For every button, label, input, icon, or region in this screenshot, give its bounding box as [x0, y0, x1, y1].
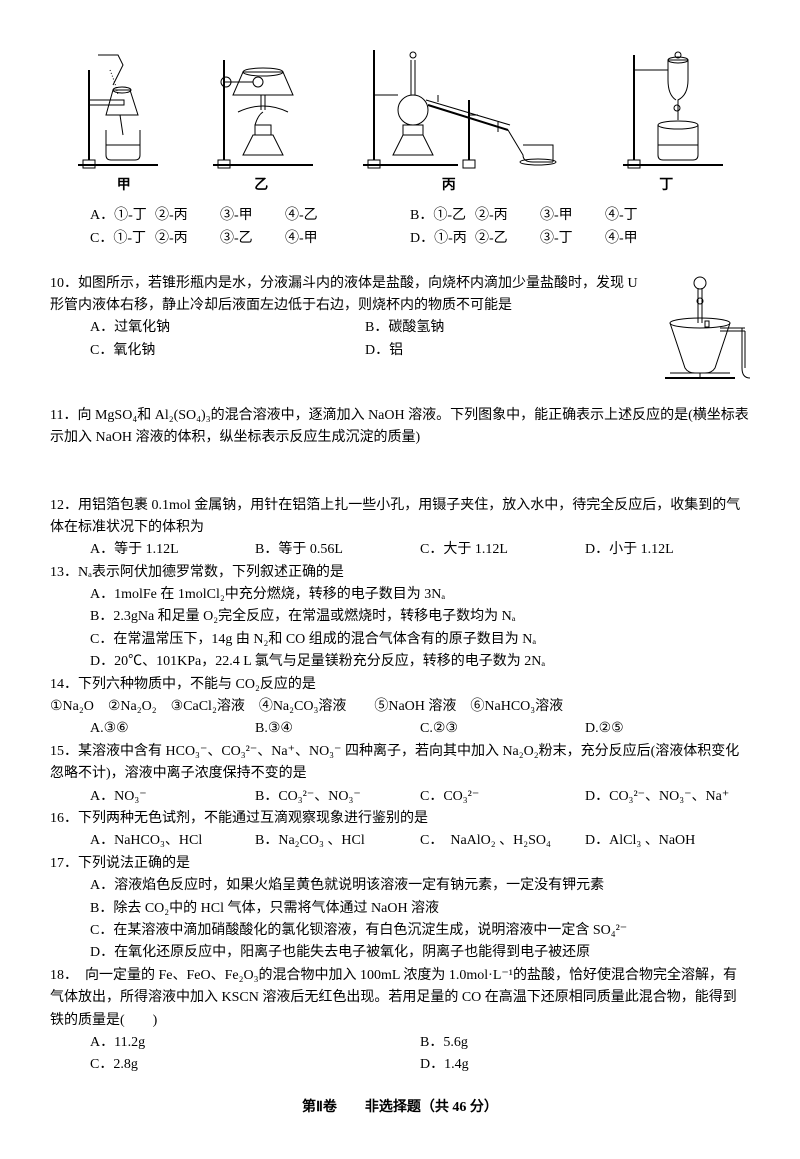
q9-C-3: ③-乙 [220, 228, 285, 250]
q9-D-3: ③-丁 [540, 228, 605, 250]
q17-C: C．在某溶液中滴加硝酸酸化的氯化钡溶液，有白色沉淀生成，说明溶液中一定含 SO₄… [50, 920, 750, 942]
q18-B: B．5.6g [420, 1032, 750, 1054]
q9-row2: C．①-丁 ②-丙 ③-乙 ④-甲 D．①-丙 ②-乙 ③-丁 ④-甲 [50, 228, 750, 250]
q12-C: C．大于 1.12L [420, 539, 585, 561]
q14-options: A.③⑥ B.③④ C.②③ D.②⑤ [50, 718, 750, 740]
q15-A: A．NO₃⁻ [90, 786, 255, 808]
q18-A: A．11.2g [90, 1032, 420, 1054]
q10: 10．如图所示，若锥形瓶内是水，分液漏斗内的液体是盐酸，向烧杯内滴加少量盐酸时，… [50, 273, 750, 383]
q18-D: D．1.4g [420, 1054, 750, 1076]
q18-row1: A．11.2g B．5.6g [50, 1032, 750, 1054]
q18-row2: C．2.8g D．1.4g [50, 1054, 750, 1076]
apparatus-ding [613, 40, 733, 170]
apparatus-figures [50, 40, 750, 170]
q10-A: A．过氧化钠 [90, 317, 365, 339]
q12-B: B．等于 0.56L [255, 539, 420, 561]
label-yi: 乙 [186, 175, 336, 197]
q9-A-4: ④-乙 [285, 205, 350, 227]
label-bing: 丙 [374, 175, 524, 197]
q13-text: 13．Nₐ表示阿伏加德罗常数，下列叙述正确的是 [50, 562, 750, 584]
q9-A-2: ②-丙 [155, 205, 220, 227]
q14-B: B.③④ [255, 718, 420, 740]
label-jia: 甲 [49, 175, 199, 197]
q9-D-4: ④-甲 [605, 228, 670, 250]
label-ding: 丁 [591, 175, 741, 197]
q9-C-2: ②-丙 [155, 228, 220, 250]
q15-text: 15．某溶液中含有 HCO₃⁻、CO₃²⁻、Na⁺、NO₃⁻ 四种离子，若向其中… [50, 741, 750, 786]
q10-text: 10．如图所示，若锥形瓶内是水，分液漏斗内的液体是盐酸，向烧杯内滴加少量盐酸时，… [50, 273, 640, 318]
q15-C: C．CO₃²⁻ [420, 786, 585, 808]
apparatus-yi [203, 40, 323, 170]
q18-C: C．2.8g [90, 1054, 420, 1076]
q9-B-3: ③-甲 [540, 205, 605, 227]
q16-options: A．NaHCO₃、HCl B．Na₂CO₃ 、HCl C． NaAlO₂ 、H₂… [50, 830, 750, 852]
q9-C-1: C．①-丁 [90, 228, 155, 250]
q11-text: 11．向 MgSO₄和 Al₂(SO₄)₃的混合溶液中，逐滴加入 NaOH 溶液… [50, 405, 750, 450]
q16-C: C． NaAlO₂ 、H₂SO₄ [420, 830, 585, 852]
q9-row1: A．①-丁 ②-丙 ③-甲 ④-乙 B．①-乙 ②-丙 ③-甲 ④-丁 [50, 205, 750, 227]
q17-D: D．在氧化还原反应中，阳离子也能失去电子被氧化，阴离子也能得到电子被还原 [50, 942, 750, 964]
apparatus-label-row: 甲 乙 丙 丁 [50, 175, 750, 197]
q9-D-2: ②-乙 [475, 228, 540, 250]
section2-title: 第Ⅱ卷 非选择题（共 46 分） [50, 1097, 750, 1119]
q17-A: A．溶液焰色反应时，如果火焰呈黄色就说明该溶液一定有钠元素，一定没有钾元素 [50, 875, 750, 897]
q9-C-4: ④-甲 [285, 228, 350, 250]
q15-options: A．NO₃⁻ B．CO₃²⁻、NO₃⁻ C．CO₃²⁻ D．CO₃²⁻、NO₃⁻… [50, 786, 750, 808]
q9-A-3: ③-甲 [220, 205, 285, 227]
q16-text: 16．下列两种无色试剂，不能通过互滴观察现象进行鉴别的是 [50, 808, 750, 830]
q10-D: D．铝 [365, 340, 640, 362]
q17-B: B．除去 CO₂中的 HCl 气体，只需将气体通过 NaOH 溶液 [50, 898, 750, 920]
q14-A: A.③⑥ [90, 718, 255, 740]
q16-D: D．AlCl₃ 、NaOH [585, 830, 750, 852]
q10-figure [650, 273, 750, 383]
q14-D: D.②⑤ [585, 718, 750, 740]
q12-options: A．等于 1.12L B．等于 0.56L C．大于 1.12L D．小于 1.… [50, 539, 750, 561]
q10-B: B．碳酸氢钠 [365, 317, 640, 339]
q13-A: A．1molFe 在 1molCl₂中充分燃烧，转移的电子数目为 3Nₐ [50, 584, 750, 606]
q9-A-1: A．①-丁 [90, 205, 155, 227]
q12-D: D．小于 1.12L [585, 539, 750, 561]
q17-text: 17．下列说法正确的是 [50, 853, 750, 875]
q13-C: C．在常温常压下，14g 由 N₂和 CO 组成的混合气体含有的原子数目为 Nₐ [50, 629, 750, 651]
q9-B-1: B．①-乙 [410, 205, 475, 227]
q9-B-4: ④-丁 [605, 205, 670, 227]
q10-C: C．氧化钠 [90, 340, 365, 362]
q12-text: 12．用铝箔包裹 0.1mol 金属钠，用针在铝箔上扎一些小孔，用镊子夹住，放入… [50, 495, 750, 540]
q16-B: B．Na₂CO₃ 、HCl [255, 830, 420, 852]
q9-D-1: D．①-丙 [410, 228, 475, 250]
q12-A: A．等于 1.12L [90, 539, 255, 561]
q13-B: B．2.3gNa 和足量 O₂完全反应，在常温或燃烧时，转移电子数均为 Nₐ [50, 606, 750, 628]
q14-text: 14．下列六种物质中，不能与 CO₂反应的是 [50, 674, 750, 696]
q16-A: A．NaHCO₃、HCl [90, 830, 255, 852]
q14-items: ①Na₂O ②Na₂O₂ ③CaCl₂溶液 ④Na₂CO₃溶液 ⑤NaOH 溶液… [50, 696, 750, 718]
apparatus-bing [358, 40, 578, 170]
q18-text: 18． 向一定量的 Fe、FeO、Fe₂O₃的混合物中加入 100mL 浓度为 … [50, 965, 750, 1032]
q14-C: C.②③ [420, 718, 585, 740]
q9-B-2: ②-丙 [475, 205, 540, 227]
q15-D: D．CO₃²⁻、NO₃⁻、Na⁺ [585, 786, 750, 808]
q15-B: B．CO₃²⁻、NO₃⁻ [255, 786, 420, 808]
apparatus-jia [68, 40, 168, 170]
q13-D: D．20℃、101KPa，22.4 L 氯气与足量镁粉充分反应，转移的电子数为 … [50, 651, 750, 673]
